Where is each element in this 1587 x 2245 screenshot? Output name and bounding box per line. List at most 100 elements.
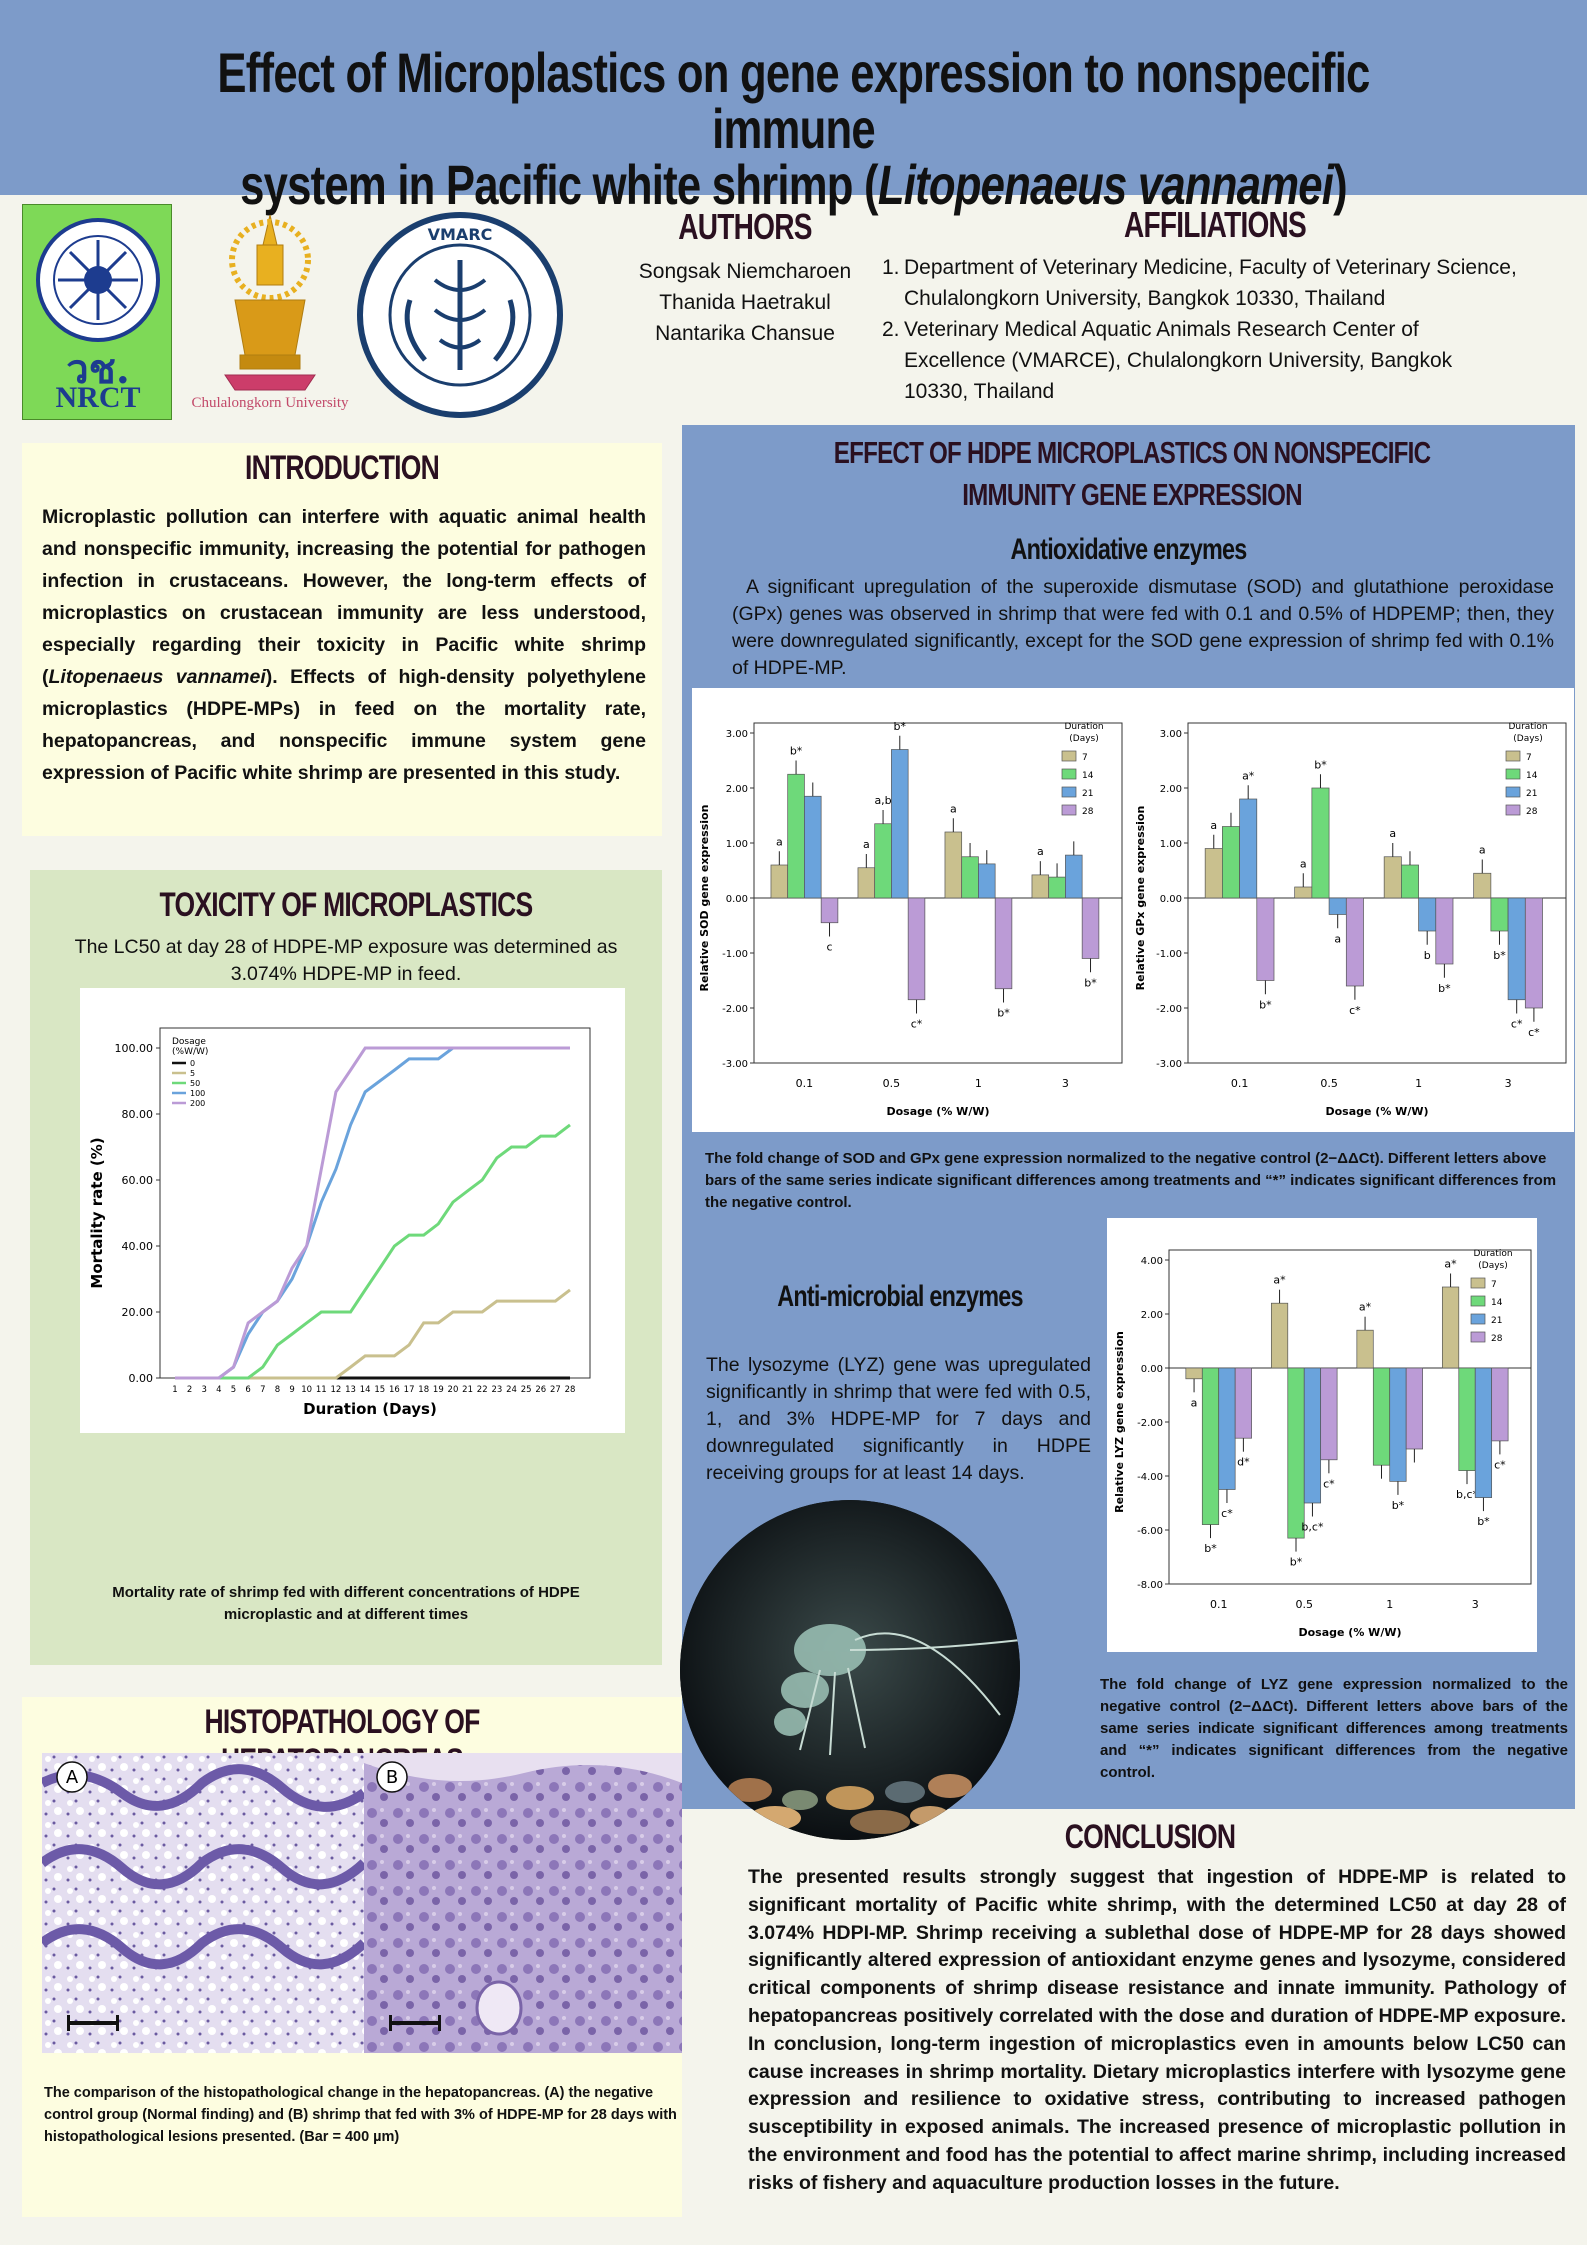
y-axis-label: Relative LYZ gene expression bbox=[1113, 1331, 1126, 1513]
bar bbox=[1372, 1367, 1391, 1466]
legend-swatch bbox=[1061, 750, 1077, 762]
bar bbox=[1031, 874, 1050, 899]
x-tick-label: 3 bbox=[1062, 1077, 1069, 1090]
x-tick-label: 26 bbox=[535, 1385, 546, 1395]
x-tick-label: 0.1 bbox=[796, 1077, 814, 1090]
x-tick-label: 11 bbox=[316, 1385, 327, 1395]
affiliations-heading: AFFILIATIONS bbox=[1124, 204, 1307, 245]
y-axis-label: Mortality rate (%) bbox=[88, 1137, 106, 1288]
bar-label: a* bbox=[1444, 1258, 1457, 1271]
bar bbox=[1458, 1367, 1476, 1471]
bar bbox=[1401, 864, 1419, 899]
legend-swatch bbox=[1061, 768, 1077, 780]
bar-label: a* bbox=[1242, 769, 1255, 782]
x-tick-label: 18 bbox=[418, 1385, 429, 1395]
y-tick-label: 0.00 bbox=[1160, 894, 1182, 905]
legend-label: 7 bbox=[1526, 753, 1532, 763]
bar bbox=[1294, 886, 1313, 899]
bar bbox=[1201, 1367, 1220, 1525]
x-tick-label: 14 bbox=[360, 1385, 371, 1395]
bar-label: b* bbox=[894, 720, 907, 733]
legend-title: (Days) bbox=[1478, 1261, 1507, 1271]
introduction-heading: INTRODUCTION bbox=[245, 449, 440, 487]
bar bbox=[1356, 1329, 1374, 1369]
bar bbox=[857, 867, 876, 899]
legend-label: 14 bbox=[1491, 1298, 1503, 1308]
legend-label: 21 bbox=[1082, 789, 1093, 799]
bar-label: d* bbox=[1237, 1456, 1250, 1469]
x-tick-label: 25 bbox=[521, 1385, 532, 1395]
bar-label: b* bbox=[1477, 1515, 1490, 1528]
legend-swatch bbox=[1505, 804, 1521, 816]
x-tick-label: 27 bbox=[550, 1385, 561, 1395]
plot-frame bbox=[1187, 722, 1567, 1064]
x-tick-label: 23 bbox=[491, 1385, 502, 1395]
bar bbox=[1405, 1367, 1423, 1450]
bar bbox=[1256, 897, 1275, 981]
bar-label: c* bbox=[1511, 1018, 1523, 1031]
bar bbox=[1328, 897, 1347, 915]
bar bbox=[1524, 897, 1543, 1009]
bar-label: b,c* bbox=[1456, 1488, 1479, 1501]
svg-text:A: A bbox=[66, 1767, 79, 1788]
x-tick-label: 10 bbox=[301, 1385, 312, 1395]
bar-label: b* bbox=[1204, 1542, 1217, 1555]
x-tick-label: 24 bbox=[506, 1385, 517, 1395]
legend-swatch bbox=[1061, 786, 1077, 798]
legend-label: 0 bbox=[190, 1059, 195, 1068]
x-tick-label: 0.5 bbox=[1295, 1598, 1313, 1611]
legend-label: 100 bbox=[190, 1089, 205, 1098]
x-tick-label: 4 bbox=[216, 1385, 221, 1395]
x-tick-label: 0.1 bbox=[1231, 1077, 1249, 1090]
legend-title: (%W/W) bbox=[172, 1047, 208, 1057]
y-tick-label: 0.00 bbox=[129, 1372, 154, 1385]
legend-title: Duration bbox=[1473, 1249, 1512, 1259]
x-tick-label: 15 bbox=[374, 1385, 385, 1395]
bar bbox=[994, 897, 1013, 990]
toxicity-panel: TOXICITY OF MICROPLASTICS The LC50 at da… bbox=[30, 870, 662, 1665]
y-tick-label: 3.00 bbox=[1160, 729, 1182, 740]
y-tick-label: 4.00 bbox=[1141, 1256, 1163, 1267]
legend-swatch bbox=[1061, 804, 1077, 816]
nrct-thai-text: วช. bbox=[66, 346, 130, 393]
bar bbox=[874, 823, 892, 899]
antimic-heading: Anti-microbial enzymes bbox=[777, 1280, 1023, 1313]
svg-text:VMARC: VMARC bbox=[428, 225, 493, 244]
author-name: Songsak Niemcharoen bbox=[638, 260, 852, 283]
bar bbox=[787, 773, 805, 899]
bar bbox=[978, 863, 996, 899]
x-tick-label: 9 bbox=[289, 1385, 294, 1395]
x-tick-label: 22 bbox=[477, 1385, 488, 1395]
legend-title: (Days) bbox=[1069, 734, 1098, 744]
header-banner bbox=[0, 0, 1587, 195]
x-tick-label: 12 bbox=[331, 1385, 342, 1395]
bar-label: b* bbox=[1438, 982, 1451, 995]
bar bbox=[1048, 876, 1066, 899]
legend-swatch bbox=[1505, 786, 1521, 798]
bar bbox=[961, 856, 979, 899]
x-tick-label: 3 bbox=[1472, 1598, 1479, 1611]
bar-label: b* bbox=[1259, 998, 1272, 1011]
conclusion-text: The presented results strongly suggest t… bbox=[748, 1866, 1566, 2194]
bar-label: c* bbox=[1323, 1477, 1335, 1490]
bar-label: b* bbox=[790, 745, 803, 758]
legend-swatch bbox=[1505, 750, 1521, 762]
vmarc-seal-icon: VMARC bbox=[357, 212, 563, 418]
y-tick-label: -1.00 bbox=[1156, 949, 1182, 960]
legend-label: 7 bbox=[1082, 753, 1088, 763]
toxicity-heading: TOXICITY OF MICROPLASTICS bbox=[159, 886, 534, 924]
bar-label: a bbox=[863, 838, 870, 851]
x-axis-label: Dosage (% W/W) bbox=[1325, 1105, 1428, 1118]
bar bbox=[1065, 854, 1083, 899]
bar bbox=[1185, 1367, 1203, 1380]
x-tick-label: 2 bbox=[187, 1385, 192, 1395]
bar bbox=[1418, 897, 1437, 932]
x-tick-label: 3 bbox=[202, 1385, 207, 1395]
y-tick-label: 1.00 bbox=[1160, 839, 1182, 850]
y-tick-label: 2.00 bbox=[726, 784, 748, 795]
bar-label: b,c* bbox=[1301, 1521, 1324, 1534]
gpx-chart-bg: 3.00 2.00 1.00 0.00 -1.00 -2.00 -3.00 0.1 a a* b* 0… bbox=[1128, 688, 1574, 1132]
plot-frame bbox=[1168, 1249, 1532, 1585]
legend-label: 21 bbox=[1526, 789, 1537, 799]
